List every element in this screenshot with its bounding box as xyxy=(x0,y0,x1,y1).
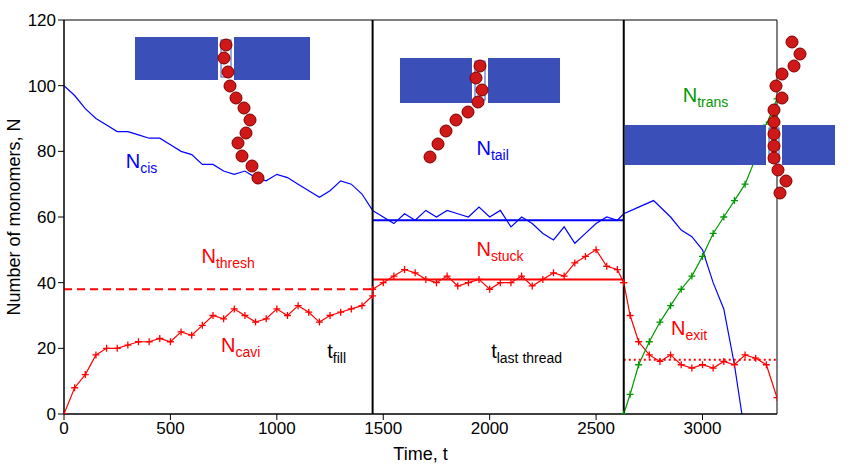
svg-text:2000: 2000 xyxy=(471,419,509,438)
svg-text:0: 0 xyxy=(59,419,68,438)
svg-text:Time, t: Time, t xyxy=(393,444,447,464)
svg-text:80: 80 xyxy=(37,142,56,161)
svg-text:Ntrans: Ntrans xyxy=(683,84,729,110)
svg-text:Nexit: Nexit xyxy=(671,317,707,343)
svg-text:60: 60 xyxy=(37,208,56,227)
svg-text:3000: 3000 xyxy=(684,419,722,438)
svg-text:500: 500 xyxy=(156,419,184,438)
svg-text:tfill: tfill xyxy=(327,340,346,366)
svg-text:Ncis: Ncis xyxy=(126,150,158,176)
svg-text:40: 40 xyxy=(37,274,56,293)
svg-text:100: 100 xyxy=(28,77,56,96)
svg-text:1000: 1000 xyxy=(258,419,296,438)
svg-text:1500: 1500 xyxy=(364,419,402,438)
svg-text:Ncavi: Ncavi xyxy=(221,334,260,360)
svg-text:Ntail: Ntail xyxy=(476,137,508,163)
svg-text:Nthresh: Nthresh xyxy=(201,245,254,271)
svg-text:120: 120 xyxy=(28,11,56,30)
svg-text:Number of monomers, N: Number of monomers, N xyxy=(4,118,24,315)
svg-text:Nstuck: Nstuck xyxy=(476,238,524,264)
svg-text:20: 20 xyxy=(37,339,56,358)
svg-text:tlast thread: tlast thread xyxy=(491,340,562,366)
svg-text:0: 0 xyxy=(47,405,56,424)
svg-text:2500: 2500 xyxy=(577,419,615,438)
